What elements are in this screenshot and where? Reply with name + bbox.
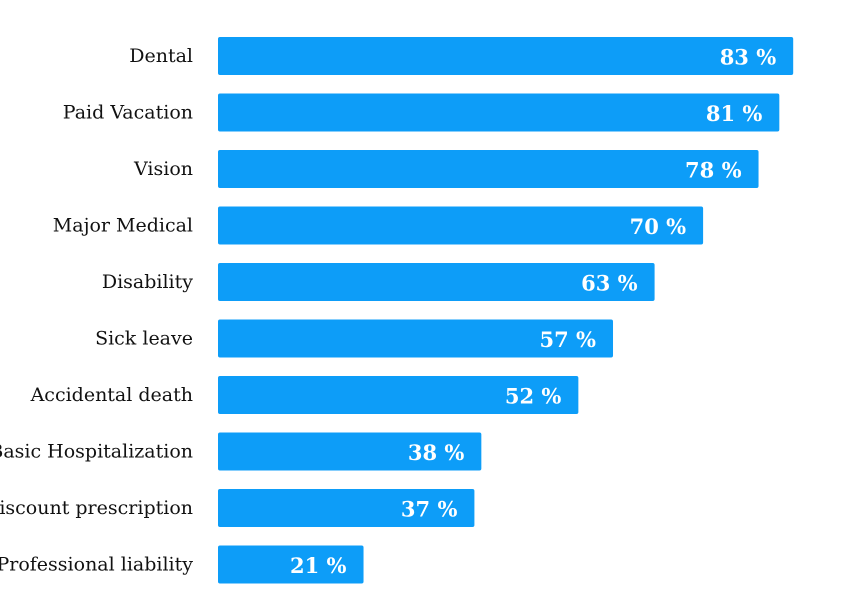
value-labels: 83 % 81 % 78 % 70 % 63 % 57 % 52 % 38 % 37 % 21 % [290,45,776,579]
value-label-major-medical: 70 % [630,214,687,239]
bar-discount-prescription [218,489,475,527]
value-label-basic-hospitalization: 38 % [408,440,465,465]
bar-professional-liability [218,545,364,584]
category-label-vision: Vision [133,158,193,180]
category-labels: Dental Paid Vacation Vision Major Medical Di… [0,45,193,576]
category-label-paid-vacation: Paid Vacation [63,102,193,124]
category-label-disability: Disability [102,271,193,293]
category-label-major-medical: Major Medical [53,215,193,237]
bar-accidental-death [218,376,579,414]
category-label-professional-liability: Professional liability [0,554,193,576]
category-label-basic-hospitalization: Basic Hospitalization [0,441,193,463]
category-label-accidental-death: Accidental death [30,384,193,406]
value-label-dental: 83 % [720,45,777,70]
bar-sick-leave [218,319,614,358]
category-label-dental: Dental [129,45,193,67]
category-label-discount-prescription: Discount prescription [0,497,193,519]
category-label-sick-leave: Sick leave [95,328,193,350]
bar-vision [218,150,759,188]
bars-layer [218,37,794,584]
value-label-sick-leave: 57 % [540,327,597,352]
bar-paid-vacation [218,93,780,132]
value-label-vision: 78 % [685,158,742,183]
value-label-disability: 63 % [581,271,638,296]
value-label-accidental-death: 52 % [505,384,562,409]
value-label-paid-vacation: 81 % [706,101,763,126]
value-label-professional-liability: 21 % [290,553,347,578]
bar-basic-hospitalization [218,432,482,471]
bar-major-medical [218,206,704,245]
value-label-discount-prescription: 37 % [401,497,458,522]
bar-disability [218,263,655,301]
bar-dental [218,37,794,75]
